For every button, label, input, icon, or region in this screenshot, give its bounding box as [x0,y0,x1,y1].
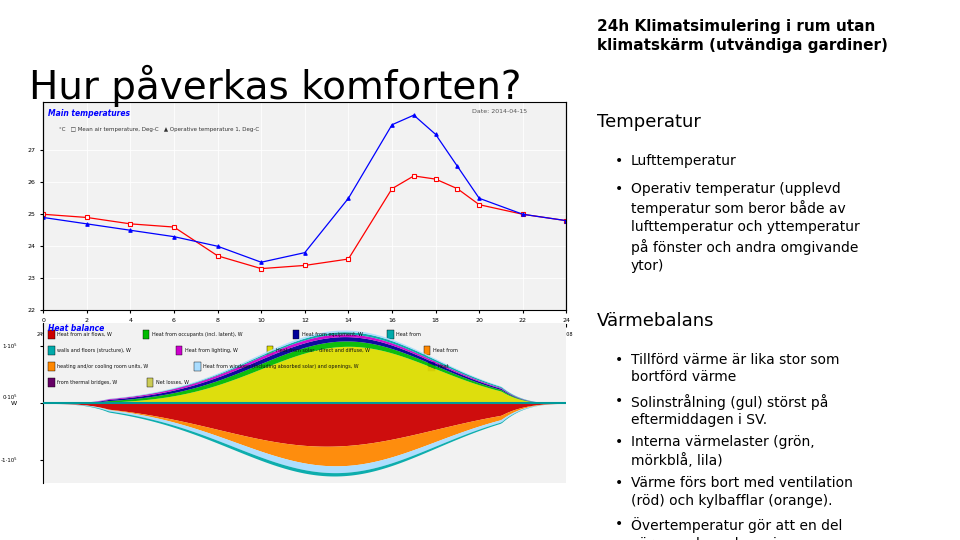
FancyBboxPatch shape [428,362,435,372]
Text: 0·10⁵: 0·10⁵ [3,395,17,400]
Text: Lufttemperatur: Lufttemperatur [631,154,736,168]
FancyBboxPatch shape [143,330,150,340]
Text: Main temperatures: Main temperatures [48,109,131,118]
Text: Interna värmelaster (grön,
mörkblå, lila): Interna värmelaster (grön, mörkblå, lila… [631,435,814,468]
Text: •: • [614,394,623,408]
Text: °C   □ Mean air temperature, Deg-C   ▲ Operative temperature 1, Deg-C: °C □ Mean air temperature, Deg-C ▲ Opera… [59,127,259,132]
Text: heating and/or cooling room units, W: heating and/or cooling room units, W [58,364,149,369]
FancyBboxPatch shape [48,346,55,355]
Text: -1·10⁵: -1·10⁵ [1,458,17,463]
Text: Värme förs bort med ventilation
(röd) och kylbafflar (orange).: Värme förs bort med ventilation (röd) oc… [631,476,852,508]
Text: •: • [614,517,623,531]
Text: Operativ temperatur (upplevd
temperatur som beror både av
lufttemperatur och ytt: Operativ temperatur (upplevd temperatur … [631,182,859,273]
Text: Tillförd värme är lika stor som
bortförd värme: Tillförd värme är lika stor som bortförd… [631,353,839,384]
Text: W: W [11,401,17,406]
Text: •: • [614,182,623,196]
FancyBboxPatch shape [424,346,430,355]
FancyBboxPatch shape [267,346,274,355]
Text: 1·10⁵: 1·10⁵ [3,344,17,349]
Text: Heat: Heat [437,364,449,369]
Text: •: • [614,476,623,490]
FancyBboxPatch shape [48,362,55,372]
FancyBboxPatch shape [388,330,394,340]
Text: •: • [614,154,623,168]
Text: Solinstrålning (gul) störst på
eftermiddagen i SV.: Solinstrålning (gul) störst på eftermidd… [631,394,828,428]
Text: Heat from: Heat from [396,332,421,337]
Text: Heat from: Heat from [433,348,458,353]
FancyBboxPatch shape [293,330,300,340]
FancyBboxPatch shape [147,378,153,387]
Text: Heat from equipment, W: Heat from equipment, W [301,332,363,337]
Text: Heat balance: Heat balance [48,324,105,333]
Text: Övertemperatur gör att en del
värme ackumuleras i
byggnadsstommen (ljusblå): Övertemperatur gör att en del värme acku… [631,517,842,540]
Text: Date: 2014-04-15: Date: 2014-04-15 [472,109,527,113]
Text: Heat from occupants (incl. latent), W: Heat from occupants (incl. latent), W [152,332,243,337]
FancyBboxPatch shape [176,346,182,355]
Text: 24h Klimatsimulering i rum utan
klimatskärm (utvändiga gardiner): 24h Klimatsimulering i rum utan klimatsk… [597,19,888,53]
Text: walls and floors (structure), W: walls and floors (structure), W [58,348,132,353]
FancyBboxPatch shape [195,362,201,372]
FancyBboxPatch shape [48,378,55,387]
Text: Heat from windows (including absorbed solar) and openings, W: Heat from windows (including absorbed so… [204,364,359,369]
Text: Heat from air flows, W: Heat from air flows, W [58,332,112,337]
FancyBboxPatch shape [48,330,55,340]
Text: Net losses, W: Net losses, W [156,380,189,385]
Text: Temperatur: Temperatur [597,113,701,131]
Text: Heat from lighting, W: Heat from lighting, W [185,348,238,353]
Text: Hur påverkas komforten?: Hur påverkas komforten? [29,65,521,107]
Text: •: • [614,353,623,367]
Text: •: • [614,435,623,449]
Text: Värmebalans: Värmebalans [597,312,714,330]
Text: from thermal bridges, W: from thermal bridges, W [58,380,117,385]
Text: Heat from solar - direct and diffuse, W: Heat from solar - direct and diffuse, W [276,348,370,353]
